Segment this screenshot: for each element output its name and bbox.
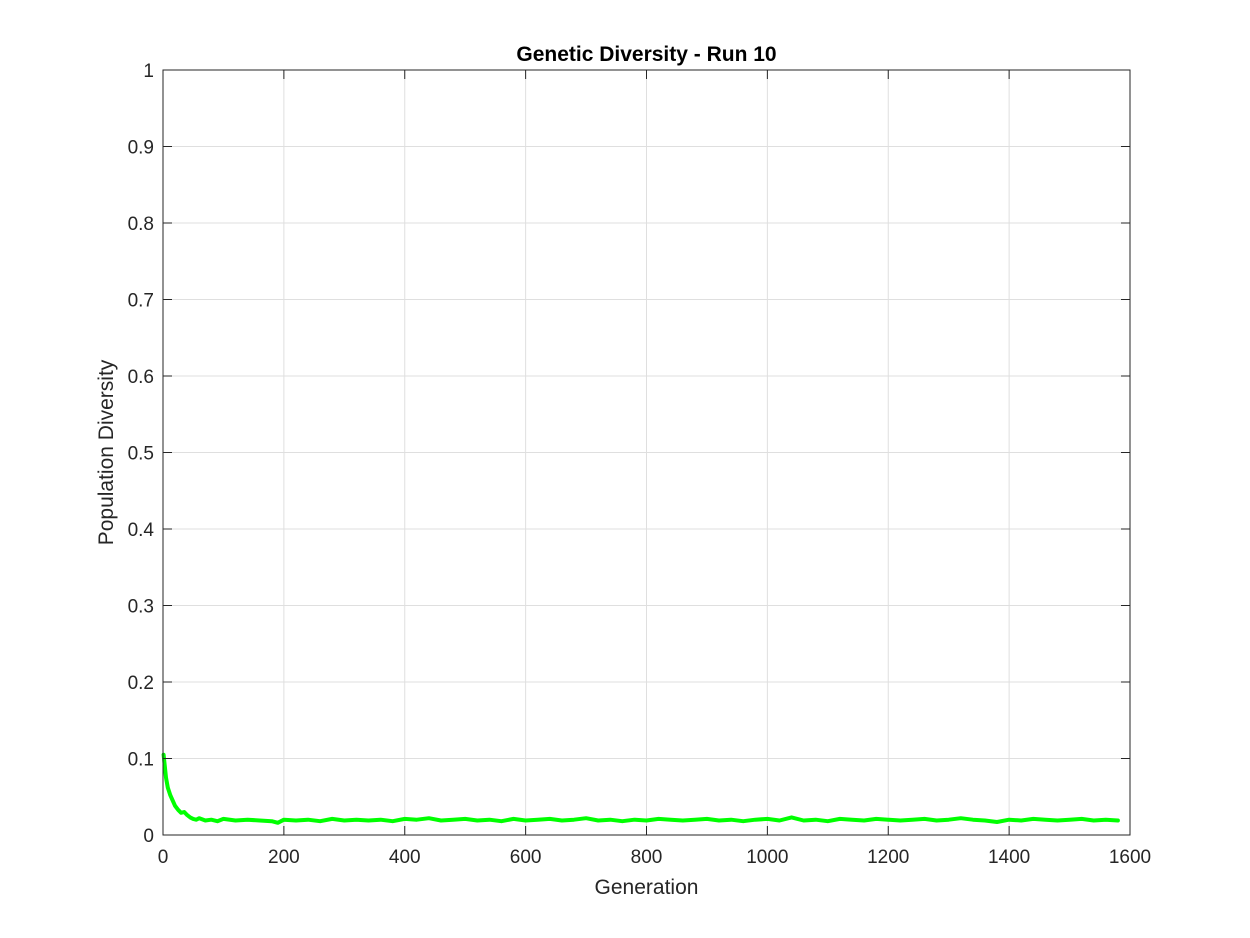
chart-title: Genetic Diversity - Run 10: [516, 43, 776, 66]
x-tick-label: 1600: [1109, 847, 1151, 868]
y-axis-label: Population Diversity: [95, 359, 118, 545]
x-tick-label: 200: [268, 847, 300, 868]
x-tick-label: 400: [389, 847, 421, 868]
y-tick-label: 0.5: [128, 444, 154, 465]
y-tick-label: 0: [143, 826, 154, 847]
y-tick-label: 0.1: [128, 750, 154, 771]
x-tick-label: 1400: [988, 847, 1030, 868]
x-tick-label: 600: [510, 847, 542, 868]
x-tick-label: 800: [631, 847, 663, 868]
y-tick-label: 0.3: [128, 597, 154, 618]
y-tick-label: 0.4: [128, 520, 155, 541]
x-tick-label: 1200: [867, 847, 909, 868]
y-tick-label: 0.9: [128, 138, 154, 159]
y-tick-label: 0.7: [128, 291, 154, 312]
y-tick-label: 0.8: [128, 214, 154, 235]
y-tick-labels: 0 0.1 0.2 0.3 0.4 0.5 0.6 0.7 0.8 0.9 1: [128, 61, 155, 847]
series-layer: [161, 752, 1120, 825]
x-tick-label: 1000: [746, 847, 788, 868]
x-tick-labels: 0 200 400 600 800 1000 1200 1400 1600: [158, 847, 1151, 868]
series-line: [161, 752, 1120, 825]
y-tick-label: 0.6: [128, 367, 154, 388]
axis-ticks: [162, 69, 1131, 836]
grid-lines: [162, 69, 1131, 836]
x-tick-label: 0: [158, 847, 169, 868]
y-tick-label: 1: [143, 61, 154, 82]
x-axis-label: Generation: [595, 876, 699, 899]
y-tick-label: 0.2: [128, 673, 154, 694]
